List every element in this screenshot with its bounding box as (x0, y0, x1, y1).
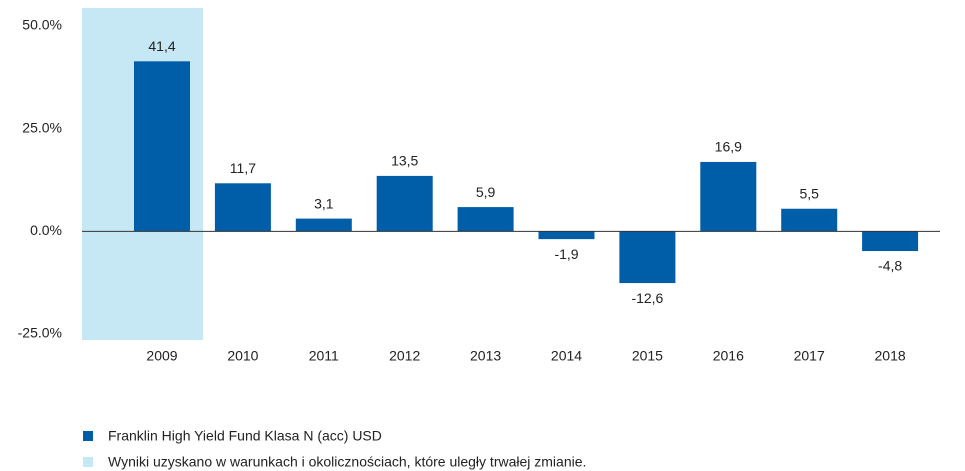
bar (781, 208, 838, 232)
x-tick-label: 2016 (713, 348, 744, 364)
bar (862, 231, 919, 252)
x-tick-label: 2014 (551, 348, 582, 364)
bar (538, 231, 595, 240)
data-label: -12,6 (631, 290, 663, 306)
x-tick-label: 2012 (389, 348, 420, 364)
data-label: -4,8 (878, 258, 902, 274)
legend-swatch (83, 457, 93, 467)
x-tick-label: 2010 (227, 348, 258, 364)
bar (214, 183, 271, 232)
x-tick-label: 2018 (875, 348, 906, 364)
y-tick-label: -25.0% (18, 325, 62, 341)
bar (134, 61, 190, 232)
data-label: 11,7 (230, 160, 256, 176)
data-label: 41,4 (148, 38, 175, 54)
y-tick-label: 0.0% (30, 222, 62, 238)
data-label: 5,9 (476, 184, 496, 200)
data-label: 13,5 (391, 153, 418, 169)
bar (700, 161, 757, 232)
legend-swatch (83, 431, 93, 441)
bar (619, 231, 676, 284)
y-tick-label: 50.0% (22, 17, 62, 33)
x-tick-label: 2015 (632, 348, 663, 364)
x-tick-label: 2009 (146, 348, 177, 364)
x-tick-label: 2013 (470, 348, 501, 364)
bar (295, 218, 352, 232)
x-tick-label: 2017 (794, 348, 825, 364)
data-label: -1,9 (554, 246, 578, 262)
data-label: 16,9 (715, 139, 742, 155)
legend-label: Wyniki uzyskano w warunkach i okolicznoś… (108, 454, 586, 470)
data-label: 5,5 (799, 185, 819, 201)
x-tick-label: 2011 (309, 348, 339, 364)
legend-label: Franklin High Yield Fund Klasa N (acc) U… (108, 428, 382, 444)
data-label: 3,1 (314, 195, 334, 211)
bar (376, 175, 433, 232)
y-tick-label: 25.0% (22, 119, 62, 135)
bar (457, 207, 514, 232)
